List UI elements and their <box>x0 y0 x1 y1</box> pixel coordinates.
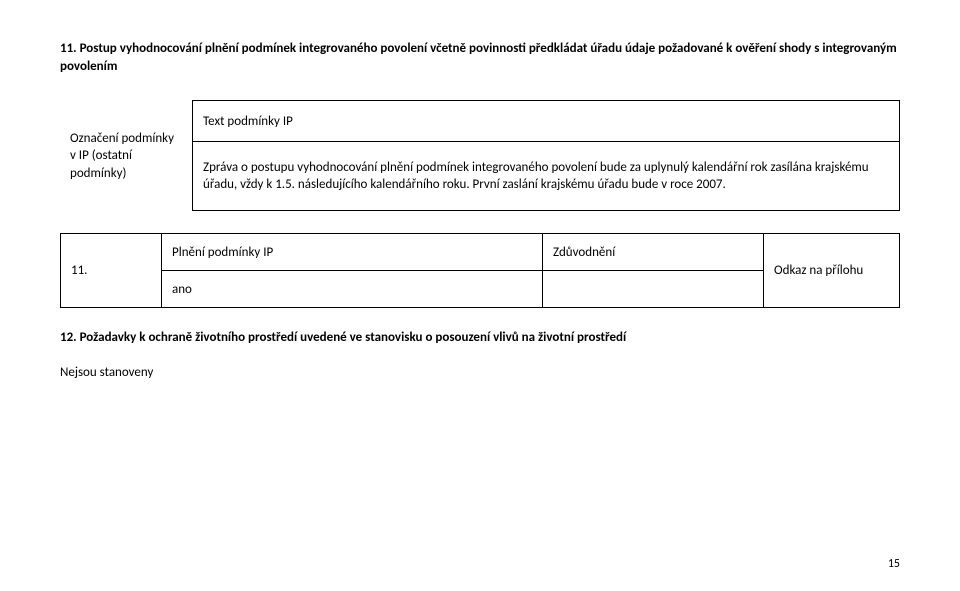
table1-rowlabel: Označení podmínky v IP (ostatní podmínky… <box>60 101 193 211</box>
t2-r1c4: Odkaz na přílohu <box>764 234 900 308</box>
section-heading: 11. Postup vyhodnocování plnění podmínek… <box>60 40 900 76</box>
t2-r2c3 <box>543 271 764 308</box>
t2-r2c2: ano <box>162 271 543 308</box>
t2-r1c3: Zdůvodnění <box>543 234 764 271</box>
table-fulfilment: 11. Plnění podmínky IP Zdůvodnění Odkaz … <box>60 233 900 308</box>
table1-row1: Text podmínky IP <box>193 101 900 142</box>
t2-r1c1: 11. <box>61 234 162 308</box>
sub-heading: 12. Požadavky k ochraně životního prostř… <box>60 330 900 345</box>
table1-row2: Zpráva o postupu vyhodnocování plnění po… <box>193 142 900 211</box>
t2-r1c2: Plnění podmínky IP <box>162 234 543 271</box>
table-condition: Označení podmínky v IP (ostatní podmínky… <box>60 100 900 211</box>
plain-text: Nejsou stanoveny <box>60 365 900 380</box>
page-number: 15 <box>888 557 900 571</box>
